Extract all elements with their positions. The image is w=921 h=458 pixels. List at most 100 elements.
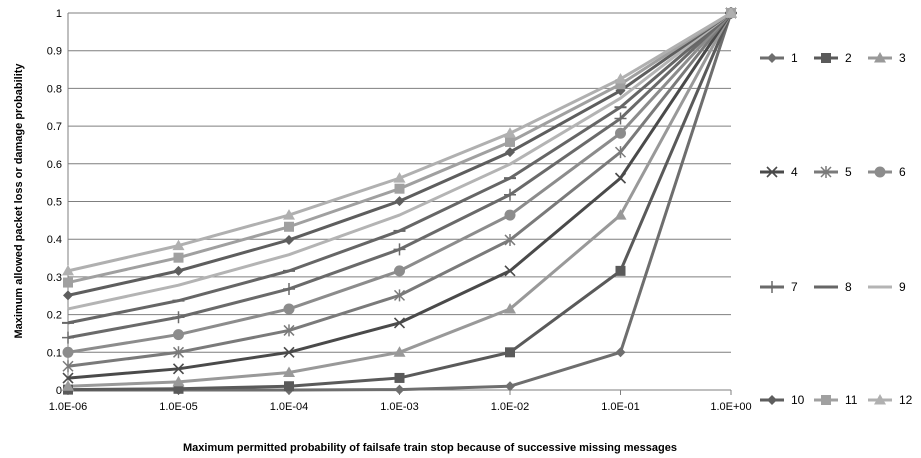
legend-label-6: 6 [899,165,906,179]
series-line-9 [67,11,732,311]
data-point-s1-4 [505,381,515,392]
legend-marker-3 [874,52,886,63]
data-point-s6-3 [394,265,405,277]
legend-marker-4 [766,166,778,178]
x-tick-label-0: 1.0E-06 [49,401,88,413]
data-point-s11-2 [284,221,294,232]
legend-marker-12 [874,394,886,405]
x-tick-label-4: 1.0E-02 [491,401,530,413]
data-point-s6-5 [615,127,626,139]
data-point-s12-5 [614,72,627,84]
data-point-s7-4 [504,188,516,201]
data-point-s10-0 [63,290,73,301]
legend-label-12: 12 [899,393,913,407]
data-point-s3-0 [62,380,74,391]
data-point-s12-3 [393,172,406,183]
data-point-s4-4 [504,265,516,277]
data-point-s3-5 [614,209,627,220]
data-point-s2-3 [394,372,405,383]
data-point-s4-0 [62,372,74,384]
data-point-s12-1 [172,239,185,251]
data-point-s11-4 [505,136,515,147]
data-point-s11-1 [173,252,184,263]
data-point-s3-4 [504,302,516,314]
legend-label-1: 1 [791,51,798,65]
data-point-s5-4 [504,233,516,246]
x-axis-title: Maximum permitted probability of failsaf… [183,442,677,454]
data-point-s5-1 [172,346,185,359]
legend-label-11: 11 [845,393,858,407]
data-point-s12-2 [283,209,295,220]
data-point-s7-3 [393,243,406,256]
x-tick-label-5: 1.0E-01 [601,401,640,413]
data-point-s7-1 [172,311,185,324]
series-markers [62,7,737,395]
y-tick-label-4: 0.4 [47,234,62,246]
y-tick-label-3: 0.3 [47,272,62,284]
data-point-s4-1 [172,363,185,375]
x-tick-label-1: 1.0E-05 [159,401,198,413]
y-tick-label-1: 0.1 [47,347,62,359]
data-point-s7-0 [62,331,74,344]
data-point-s11-0 [63,277,73,288]
y-tick-label-2: 0.2 [47,310,62,322]
y-tick-label-0: 0 [56,385,62,397]
y-tick-label-8: 0.8 [47,83,62,95]
data-point-s2-2 [284,381,294,392]
data-point-s3-1 [172,375,185,387]
data-point-s5-2 [283,324,295,337]
data-point-s2-4 [505,347,515,358]
legend-label-5: 5 [845,165,852,179]
data-point-s10-1 [173,265,184,276]
data-point-s10-2 [284,234,294,245]
legend-label-4: 4 [791,165,798,179]
data-point-s4-5 [614,172,627,184]
data-point-s11-3 [394,183,405,194]
data-point-s6-1 [173,329,184,341]
y-axis-ticks: 0 0.1 0.2 0.3 0.4 0.5 0.6 0.7 0.8 0.9 1 [47,8,62,397]
data-point-s12-4 [504,127,516,138]
data-point-s11-5 [615,79,626,90]
legend-label-3: 3 [899,51,906,65]
legend-label-7: 7 [791,280,798,294]
y-tick-label-7: 0.7 [47,121,62,133]
x-tick-label-2: 1.0E-04 [270,401,309,413]
y-tick-label-6: 0.6 [47,159,62,171]
data-point-s3-3 [393,346,406,357]
legend-marker-11 [821,395,831,405]
data-point-s6-2 [283,303,295,315]
x-axis-ticks: 1.0E-06 1.0E-05 1.0E-04 1.0E-03 1.0E-02 1.0E-… [49,401,752,413]
data-point-s5-3 [393,289,406,302]
data-point-s4-3 [393,317,406,329]
data-point-s3-2 [283,366,295,378]
data-point-s10-4 [505,147,515,158]
data-point-s6-0 [62,346,74,358]
data-point-s2-5 [615,265,626,276]
data-point-s1-5 [615,347,626,358]
legend-label-2: 2 [845,51,852,65]
y-tick-label-9: 0.9 [47,46,62,58]
x-tick-label-3: 1.0E-03 [380,401,419,413]
legend-marker-6 [874,166,886,178]
data-point-s4-2 [283,346,295,358]
y-tick-label-10: 1 [56,8,62,20]
legend-label-10: 10 [791,393,805,407]
legend-label-9: 9 [899,280,906,294]
legend-marker-5 [820,166,832,178]
data-point-s7-2 [283,282,295,295]
legend-marker-2 [821,53,831,63]
legend-label-8: 8 [845,280,852,294]
data-point-s12-6 [725,7,737,18]
x-tick-label-6: 1.0E+00 [710,401,751,413]
data-point-s6-4 [504,209,516,221]
legend: 1 2 34 5 67 8 910 11 12 [760,51,913,407]
data-point-s1-3 [394,384,405,395]
data-point-s2-1 [173,383,184,394]
y-axis-title: Maximum allowed packet loss or damage pr… [13,63,25,339]
data-point-s7-5 [614,112,627,125]
legend-marker-1 [767,53,777,63]
legend-marker-7 [766,281,778,293]
y-tick-label-5: 0.5 [47,197,62,209]
data-point-s10-3 [394,196,405,207]
